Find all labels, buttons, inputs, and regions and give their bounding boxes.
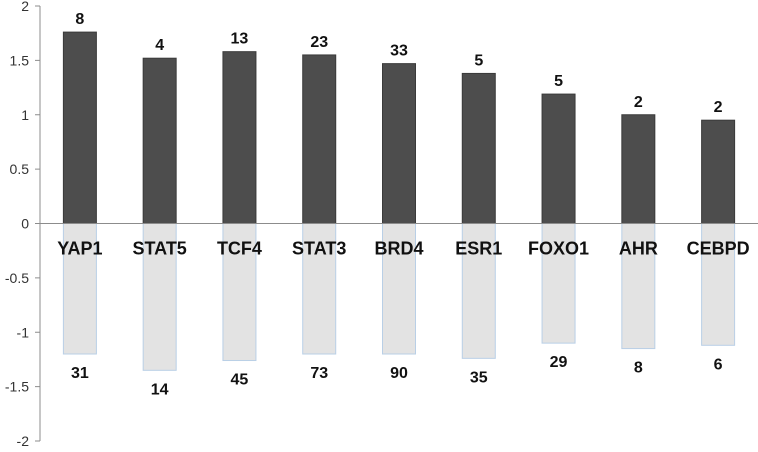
bar-positive-tcf4 xyxy=(222,51,257,224)
category-label-cebpd: CEBPD xyxy=(687,239,750,259)
bar-positive-cebpd xyxy=(701,119,736,224)
bar-positive-ahr xyxy=(621,114,656,224)
bar-negative-foxo1 xyxy=(541,223,576,344)
y-tick-label: 2 xyxy=(21,0,29,14)
bar-negative-esr1 xyxy=(461,223,496,359)
data-label-negative: 14 xyxy=(151,381,169,398)
data-label-positive: 13 xyxy=(231,31,249,48)
data-label-positive: 4 xyxy=(155,37,164,54)
category-label-esr1: ESR1 xyxy=(455,239,502,259)
y-tick-label: 0 xyxy=(21,216,29,232)
y-tick-label: -0.5 xyxy=(5,270,29,286)
category-label-tcf4: TCF4 xyxy=(217,239,262,259)
y-tick-label: 1.5 xyxy=(10,52,30,68)
data-label-positive: 5 xyxy=(554,73,563,90)
data-label-negative: 31 xyxy=(71,365,89,382)
data-label-positive: 8 xyxy=(75,11,84,28)
data-label-negative: 45 xyxy=(231,372,249,389)
bar-negative-ahr xyxy=(621,223,656,350)
y-tick-label: 0.5 xyxy=(10,161,30,177)
bar-negative-stat3 xyxy=(302,223,337,355)
axes: 2 1.5 1 0.5 0 -0.5 -1 -1.5 -2 xyxy=(5,0,758,449)
category-label-stat3: STAT3 xyxy=(292,239,346,259)
category-label-brd4: BRD4 xyxy=(374,239,423,259)
labels: 8 31 YAP1 4 14 STAT5 13 45 TCF4 23 73 STAT3 33 90 BRD4… xyxy=(57,11,749,398)
category-label-ahr: AHR xyxy=(619,239,658,259)
data-label-positive: 33 xyxy=(390,43,408,60)
data-label-negative: 90 xyxy=(390,365,408,382)
data-label-positive: 5 xyxy=(474,52,483,69)
bar-positive-stat5 xyxy=(142,57,177,225)
data-label-negative: 35 xyxy=(470,369,488,386)
data-label-negative: 8 xyxy=(634,360,643,377)
category-label-stat5: STAT5 xyxy=(132,239,186,259)
bar-negative-yap1 xyxy=(62,223,97,355)
data-label-positive: 23 xyxy=(310,34,328,51)
positive-bars xyxy=(62,31,736,225)
bar-positive-foxo1 xyxy=(541,93,576,225)
y-tick-label: -1.5 xyxy=(5,379,29,395)
category-label-foxo1: FOXO1 xyxy=(528,239,589,259)
bar-positive-brd4 xyxy=(382,63,416,225)
bar-positive-stat3 xyxy=(302,54,337,224)
category-label-yap1: YAP1 xyxy=(57,239,102,259)
bar-negative-brd4 xyxy=(382,223,416,355)
y-tick-label: -2 xyxy=(17,433,30,447)
y-tick-label: 1 xyxy=(21,107,29,123)
data-label-positive: 2 xyxy=(634,94,643,111)
data-label-negative: 6 xyxy=(714,356,723,373)
bar-negative-stat5 xyxy=(142,223,177,371)
data-label-negative: 29 xyxy=(550,354,568,371)
bar-positive-yap1 xyxy=(62,31,97,224)
bar-positive-esr1 xyxy=(461,72,496,224)
bar-negative-cebpd xyxy=(701,223,736,346)
data-label-positive: 2 xyxy=(714,99,723,116)
y-tick-label: -1 xyxy=(17,324,30,340)
data-label-negative: 73 xyxy=(310,365,328,382)
